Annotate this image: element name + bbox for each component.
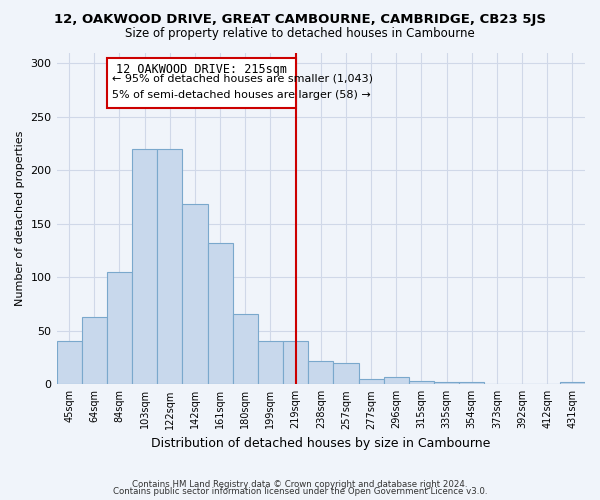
FancyBboxPatch shape: [107, 58, 296, 108]
Text: Contains public sector information licensed under the Open Government Licence v3: Contains public sector information licen…: [113, 488, 487, 496]
Bar: [409, 381, 434, 384]
Bar: [258, 342, 283, 384]
Text: ← 95% of detached houses are smaller (1,043): ← 95% of detached houses are smaller (1,…: [112, 73, 373, 83]
Text: 12 OAKWOOD DRIVE: 215sqm: 12 OAKWOOD DRIVE: 215sqm: [116, 63, 287, 76]
Bar: [233, 314, 258, 384]
Bar: [308, 361, 334, 384]
Bar: [208, 243, 233, 384]
Y-axis label: Number of detached properties: Number of detached properties: [15, 130, 25, 306]
Bar: [359, 379, 383, 384]
Bar: [459, 382, 484, 384]
Text: Contains HM Land Registry data © Crown copyright and database right 2024.: Contains HM Land Registry data © Crown c…: [132, 480, 468, 489]
Bar: [283, 342, 308, 384]
Bar: [56, 342, 82, 384]
Bar: [334, 363, 359, 384]
Text: 12, OAKWOOD DRIVE, GREAT CAMBOURNE, CAMBRIDGE, CB23 5JS: 12, OAKWOOD DRIVE, GREAT CAMBOURNE, CAMB…: [54, 12, 546, 26]
Bar: [182, 204, 208, 384]
Bar: [560, 382, 585, 384]
X-axis label: Distribution of detached houses by size in Cambourne: Distribution of detached houses by size …: [151, 437, 490, 450]
Bar: [383, 377, 409, 384]
Bar: [434, 382, 459, 384]
Text: 5% of semi-detached houses are larger (58) →: 5% of semi-detached houses are larger (5…: [112, 90, 371, 101]
Text: Size of property relative to detached houses in Cambourne: Size of property relative to detached ho…: [125, 28, 475, 40]
Bar: [82, 317, 107, 384]
Bar: [157, 149, 182, 384]
Bar: [132, 149, 157, 384]
Bar: [107, 272, 132, 384]
